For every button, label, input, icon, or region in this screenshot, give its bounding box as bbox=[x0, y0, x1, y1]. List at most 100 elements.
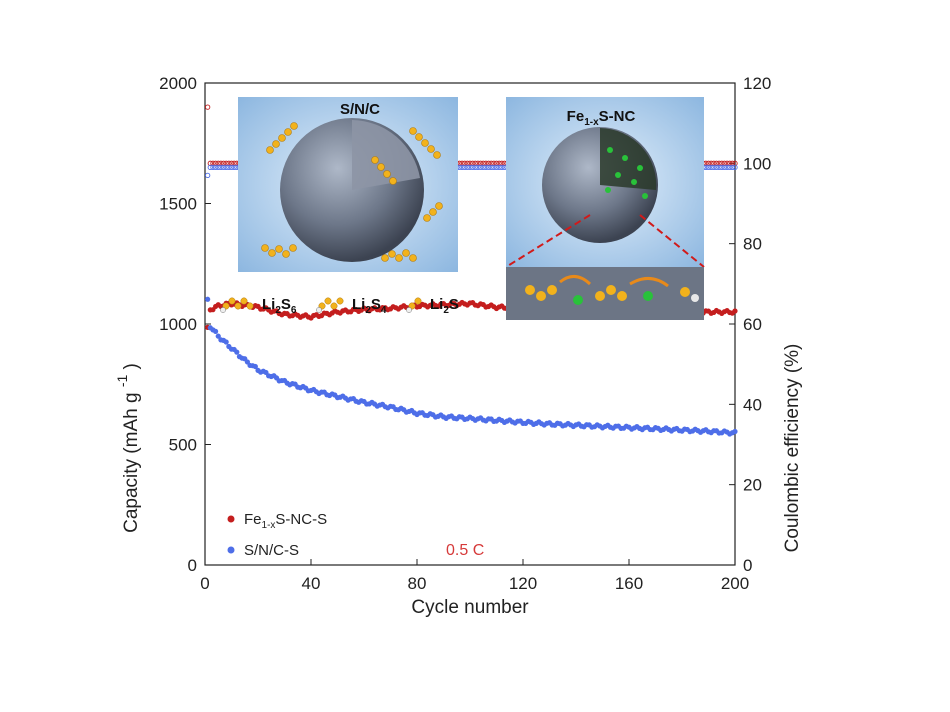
species-label: Li2S4 bbox=[352, 296, 387, 316]
snc-polysulfide-chains bbox=[261, 122, 443, 262]
x-tick-label: 200 bbox=[721, 574, 749, 593]
efficiency-point bbox=[462, 164, 468, 171]
efficiency-point bbox=[228, 164, 235, 171]
efficiency-point bbox=[483, 164, 489, 171]
efficiency-point bbox=[467, 164, 473, 171]
y-left-axis-title: Capacity (mAh g -1 ) bbox=[114, 363, 142, 533]
zoom-line-right bbox=[639, 214, 705, 268]
y-left-tick-label: 0 bbox=[188, 556, 197, 575]
species-label-main: Li bbox=[430, 296, 443, 313]
efficiency-point bbox=[226, 164, 232, 171]
sulfur-atom-icon bbox=[324, 297, 332, 305]
y-right-axis-ticks: 0 20 40 60 80 100 120 bbox=[729, 74, 771, 575]
lithium-atom-icon bbox=[406, 307, 412, 313]
efficiency-point bbox=[711, 164, 717, 171]
y-left-title-main: Capacity (mAh g bbox=[121, 392, 142, 532]
capacity-point bbox=[732, 308, 738, 314]
efficiency-point bbox=[496, 164, 502, 171]
efficiency-point bbox=[729, 164, 735, 171]
x-axis-ticks: 0 40 80 120 160 200 bbox=[200, 559, 749, 593]
zoom-panel bbox=[506, 267, 704, 320]
species-label-mid: S bbox=[281, 296, 291, 313]
inset-fes-title-main: Fe bbox=[567, 108, 585, 125]
zoom-line-left bbox=[505, 214, 591, 268]
efficiency-point bbox=[493, 164, 500, 171]
x-tick-label: 160 bbox=[615, 574, 643, 593]
efficiency-point bbox=[207, 164, 213, 171]
inset-fes-title-rest: S-NC bbox=[599, 108, 636, 125]
species-legend: Li2S6 Li2S4 Li2S bbox=[220, 296, 459, 316]
legend-fe-rest: S-NC-S bbox=[275, 511, 327, 528]
lithium-atom-icon bbox=[220, 307, 226, 313]
species-label-main: Li bbox=[262, 296, 275, 313]
inset-fes-title: Fe1-xS-NC bbox=[567, 108, 636, 128]
inset-snc-title: S/N/C bbox=[340, 101, 380, 118]
species-item: Li2S bbox=[406, 296, 459, 316]
species-label-mid: S bbox=[449, 296, 459, 313]
capacity-point bbox=[732, 428, 738, 435]
species-label-sub2: 4 bbox=[381, 305, 387, 316]
x-tick-label: 40 bbox=[302, 574, 321, 593]
efficiency-point bbox=[716, 164, 722, 171]
species-label-sub1: 2 bbox=[443, 305, 449, 316]
capacity-point bbox=[215, 333, 221, 339]
x-tick-label: 80 bbox=[408, 574, 427, 593]
legend-marker-fe bbox=[227, 515, 235, 523]
sulfur-atom-icon bbox=[336, 297, 344, 305]
y-right-tick-label: 40 bbox=[743, 395, 762, 414]
capacity-point bbox=[205, 296, 211, 302]
species-label-sub2: 6 bbox=[291, 305, 297, 316]
legend-label-fe: Fe1-xS-NC-S bbox=[244, 511, 327, 531]
inset-snc: S/N/C bbox=[238, 97, 458, 272]
efficiency-point bbox=[475, 164, 481, 171]
efficiency-point bbox=[488, 164, 494, 171]
svg-text:Coulombic efficiency (%): Coulombic efficiency (%) bbox=[782, 344, 803, 553]
x-tick-label: 0 bbox=[200, 574, 209, 593]
efficiency-point bbox=[231, 164, 237, 171]
x-axis-title: Cycle number bbox=[411, 597, 529, 618]
efficiency-point bbox=[215, 164, 221, 171]
efficiency-point bbox=[459, 164, 465, 171]
efficiency-point bbox=[719, 164, 725, 171]
y-right-axis-title: Coulombic efficiency (%) bbox=[782, 344, 803, 553]
species-label-main: Li bbox=[352, 296, 365, 313]
sulfur-atom-icon bbox=[240, 297, 248, 305]
sulfur-atom-icon bbox=[234, 302, 242, 310]
efficiency-point bbox=[223, 164, 229, 171]
x-tick-label: 120 bbox=[509, 574, 537, 593]
species-item: Li2S4 bbox=[316, 296, 387, 316]
efficiency-point bbox=[220, 164, 227, 171]
sulfur-atom-icon bbox=[330, 302, 338, 310]
efficiency-point bbox=[499, 164, 505, 171]
capacity-point bbox=[213, 328, 219, 334]
species-label-sub1: 2 bbox=[275, 305, 281, 316]
efficiency-point bbox=[708, 164, 714, 171]
lithium-atom-icon bbox=[316, 307, 322, 313]
efficiency-point bbox=[477, 164, 484, 171]
y-right-tick-label: 20 bbox=[743, 476, 762, 495]
sulfur-atom-icon bbox=[246, 302, 254, 310]
y-left-tick-label: 1000 bbox=[159, 315, 197, 334]
efficiency-point bbox=[212, 164, 219, 171]
species-item: Li2S6 bbox=[220, 296, 297, 316]
y-right-tick-label: 60 bbox=[743, 315, 762, 334]
y-left-title-exp: -1 bbox=[114, 375, 130, 388]
y-left-tick-label: 500 bbox=[169, 436, 197, 455]
species-label: Li2S6 bbox=[262, 296, 297, 316]
snc-sphere-cutaway bbox=[352, 120, 420, 190]
y-right-tick-label: 100 bbox=[743, 154, 771, 173]
efficiency-point bbox=[480, 164, 486, 171]
rate-label: 0.5 C bbox=[446, 542, 484, 559]
species-label-mid: S bbox=[371, 296, 381, 313]
efficiency-point bbox=[732, 164, 738, 171]
efficiency-point bbox=[218, 164, 224, 171]
efficiency-point bbox=[727, 164, 733, 171]
efficiency-point bbox=[464, 164, 470, 171]
legend-label-snc: S/N/C-S bbox=[244, 542, 299, 559]
capacity-point bbox=[234, 349, 240, 355]
efficiency-point bbox=[210, 164, 216, 171]
efficiency-point bbox=[705, 164, 712, 171]
fes-sphere-cutaway bbox=[600, 128, 657, 190]
inset-fes-title-sub: 1-x bbox=[584, 117, 599, 128]
